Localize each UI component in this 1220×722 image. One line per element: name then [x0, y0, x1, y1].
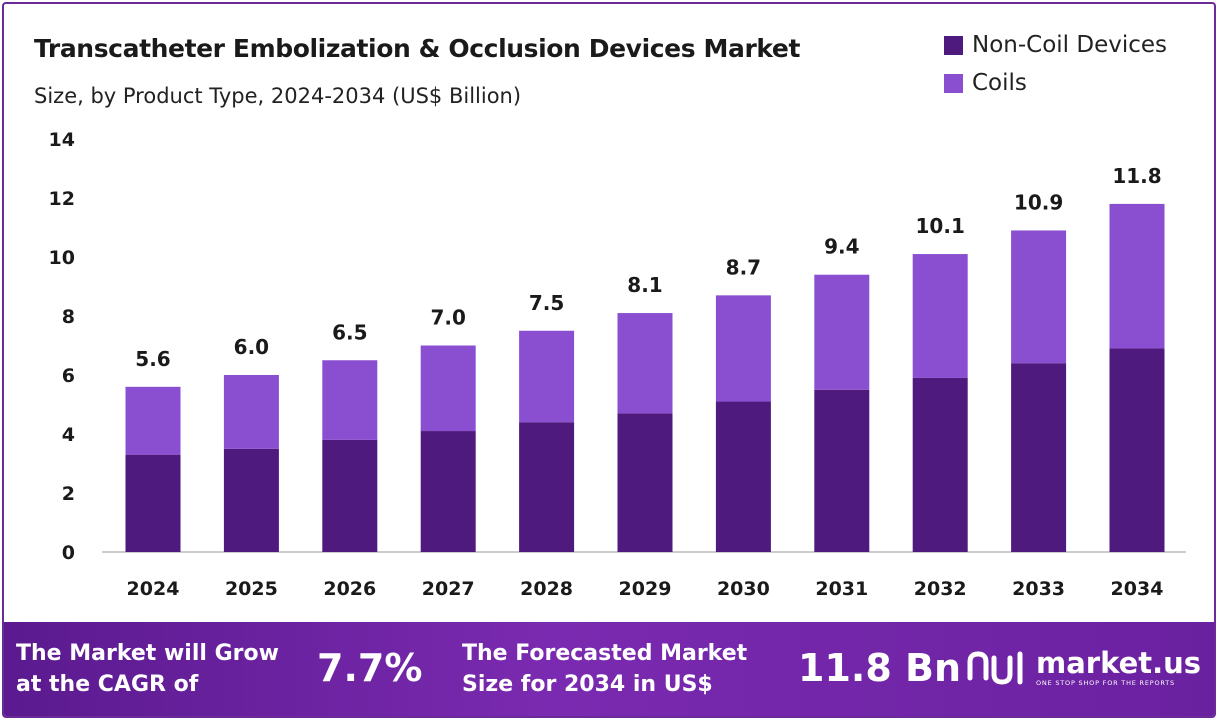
y-tick-label-4: 4: [62, 424, 75, 446]
bar-coils-2032: [912, 254, 968, 378]
legend-label-coils: Coils: [972, 70, 1027, 96]
legend-item-non-coil: Non-Coil Devices: [944, 26, 1167, 64]
x-tick-label-2027: 2027: [422, 578, 475, 600]
data-label-2028: 7.5: [529, 291, 564, 315]
y-tick-label-8: 8: [62, 306, 75, 328]
forecast-value: 11.8 Bn: [798, 646, 962, 690]
market-us-logo-icon: [967, 651, 1023, 685]
x-tick-label-2034: 2034: [1111, 578, 1164, 600]
bar-chart: 0 2 4 6 8 10 12 14 5.6 2024 6.0 2025 6.5 2026 7.0 2027 7…: [49, 129, 1186, 600]
y-tick-label-2: 2: [62, 483, 75, 505]
x-tick-label-2025: 2025: [225, 578, 278, 600]
data-label-2032: 10.1: [916, 214, 965, 238]
bar-coils-2031: [814, 274, 870, 390]
legend-label-non-coil: Non-Coil Devices: [972, 32, 1168, 58]
y-tick-label-6: 6: [62, 365, 75, 387]
cagr-label-line1: The Market will Grow: [16, 641, 279, 666]
bar-non-coil-2025: [223, 448, 279, 552]
bar-coils-2027: [420, 345, 476, 432]
data-label-2025: 6.0: [234, 335, 269, 359]
x-tick-label-2024: 2024: [127, 578, 180, 600]
data-label-2027: 7.0: [430, 306, 465, 330]
data-label-2033: 10.9: [1014, 190, 1063, 214]
brand-text: market.us ONE STOP SHOP FOR THE REPORTS: [1036, 648, 1201, 688]
footer-banner: The Market will Grow at the CAGR of 7.7%…: [4, 622, 1214, 716]
x-tick-label-2029: 2029: [619, 578, 672, 600]
bar-coils-2028: [519, 330, 575, 423]
y-tick-label-12: 12: [49, 188, 75, 210]
bar-coils-2030: [715, 295, 771, 402]
legend: Non-Coil Devices Coils: [944, 26, 1167, 102]
cagr-label-line2: at the CAGR of: [16, 672, 199, 697]
bar-non-coil-2029: [617, 413, 673, 552]
bar-non-coil-2033: [1011, 363, 1067, 552]
bar-coils-2024: [125, 386, 181, 455]
x-tick-label-2026: 2026: [323, 578, 376, 600]
bar-non-coil-2032: [912, 377, 968, 552]
data-label-2031: 9.4: [824, 235, 859, 259]
legend-swatch-coils: [944, 73, 963, 93]
x-tick-label-2032: 2032: [914, 578, 967, 600]
x-tick-label-2033: 2033: [1012, 578, 1065, 600]
forecast-label-line2: Size for 2034 in US$: [462, 672, 713, 697]
y-tick-label-10: 10: [49, 247, 75, 269]
data-label-2030: 8.7: [726, 255, 761, 279]
bar-coils-2029: [617, 313, 673, 414]
cagr-label: The Market will Grow at the CAGR of: [16, 638, 279, 700]
data-label-2029: 8.1: [627, 273, 662, 297]
bar-coils-2025: [223, 375, 279, 449]
bar-non-coil-2027: [420, 431, 476, 552]
bar-coils-2033: [1011, 230, 1067, 364]
chart-subtitle: Size, by Product Type, 2024-2034 (US$ Bi…: [34, 84, 522, 108]
bar-non-coil-2034: [1109, 348, 1165, 552]
legend-item-coils: Coils: [944, 64, 1167, 102]
cagr-value: 7.7%: [317, 646, 423, 690]
x-tick-label-2030: 2030: [717, 578, 770, 600]
bar-non-coil-2026: [322, 439, 378, 552]
data-label-2024: 5.6: [135, 347, 170, 371]
forecast-label-line1: The Forecasted Market: [462, 641, 748, 666]
x-tick-label-2031: 2031: [815, 578, 868, 600]
bar-non-coil-2024: [125, 454, 181, 552]
y-tick-label-14: 14: [49, 129, 75, 151]
brand-logo: market.us ONE STOP SHOP FOR THE REPORTS: [966, 648, 1201, 688]
bar-coils-2034: [1109, 203, 1165, 349]
x-tick-label-2028: 2028: [520, 578, 573, 600]
forecast-label: The Forecasted Market Size for 2034 in U…: [462, 638, 747, 700]
data-label-2026: 6.5: [332, 320, 367, 344]
bar-non-coil-2030: [715, 401, 771, 552]
bar-coils-2026: [322, 360, 378, 440]
bar-non-coil-2028: [519, 422, 575, 552]
legend-swatch-non-coil: [944, 35, 963, 55]
bar-non-coil-2031: [814, 389, 870, 552]
data-label-2034: 11.8: [1112, 164, 1161, 188]
y-tick-label-0: 0: [62, 542, 75, 564]
brand-name: market.us: [1036, 646, 1202, 680]
brand-tagline: ONE STOP SHOP FOR THE REPORTS: [1036, 679, 1175, 687]
chart-title: Transcatheter Embolization & Occlusion D…: [34, 34, 801, 63]
